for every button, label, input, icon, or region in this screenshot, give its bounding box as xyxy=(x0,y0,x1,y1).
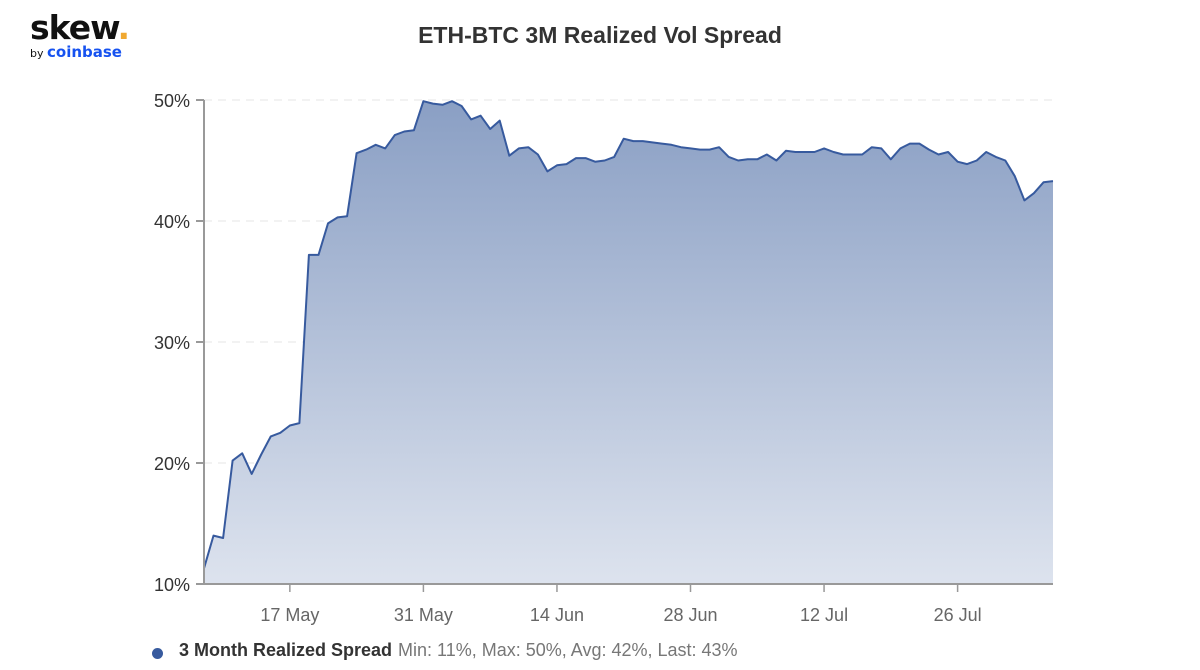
series-line xyxy=(203,100,1054,569)
chart-title: ETH-BTC 3M Realized Vol Spread xyxy=(418,22,782,48)
skew-logo: skew. by coinbase xyxy=(30,8,130,61)
legend-stats: Min: 11%, Max: 50%, Avg: 42%, Last: 43% xyxy=(398,640,738,660)
logo-by: by xyxy=(30,47,44,60)
logo-brand: coinbase xyxy=(47,43,122,61)
area-fill xyxy=(204,101,1053,584)
chart-area: 10% 20% 30% 40% 50% 17 May 31 May 14 Jun 28 Jun… xyxy=(154,91,1054,625)
logo-byline: by coinbase xyxy=(30,45,129,61)
legend-series-name: 3 Month Realized Spread xyxy=(179,640,393,660)
y-tick-label: 40% xyxy=(154,212,190,232)
y-tick-label: 10% xyxy=(154,575,190,595)
x-tick-label: 14 Jun xyxy=(530,605,584,625)
x-tick-label: 26 Jul xyxy=(934,605,982,625)
y-axis-ticks: 10% 20% 30% 40% 50% xyxy=(154,91,204,595)
x-axis-ticks: 17 May 31 May 14 Jun 28 Jun 12 Jul 26 Jul xyxy=(260,584,982,625)
logo-dot: . xyxy=(117,8,130,47)
x-tick-label: 28 Jun xyxy=(663,605,717,625)
logo-wordmark: skew. xyxy=(30,8,130,47)
y-tick-label: 30% xyxy=(154,333,190,353)
x-tick-label: 17 May xyxy=(260,605,319,625)
y-tick-label: 20% xyxy=(154,454,190,474)
legend[interactable]: 3 Month Realized Spread Min: 11%, Max: 5… xyxy=(152,640,738,661)
y-tick-label: 50% xyxy=(154,91,190,111)
x-tick-label: 12 Jul xyxy=(800,605,848,625)
x-tick-label: 31 May xyxy=(394,605,453,625)
logo-text: skew xyxy=(30,8,118,47)
legend-marker-icon xyxy=(152,647,163,659)
